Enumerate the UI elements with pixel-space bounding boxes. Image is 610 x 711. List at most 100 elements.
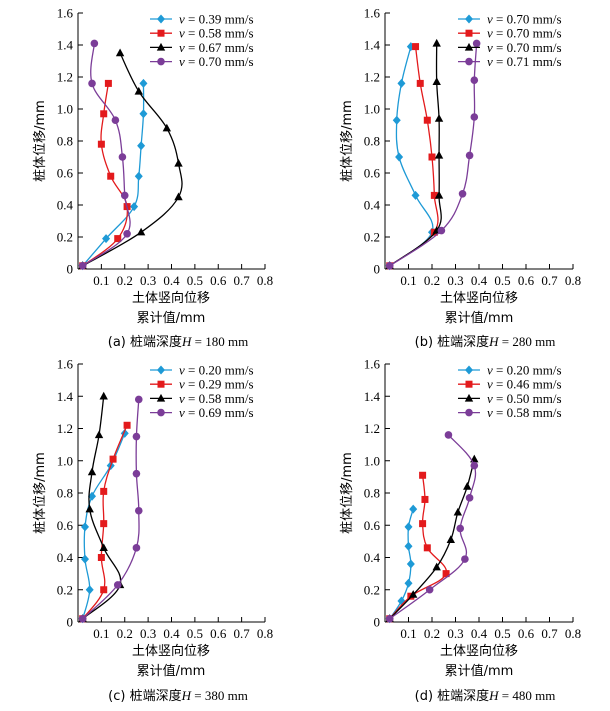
y-tick-label: 1.2 [364, 70, 380, 85]
legend-value: = 0.29 mm/s [185, 377, 254, 392]
y-tick-label: 0.6 [57, 166, 74, 181]
x-axis-title: 土体竖向位移 [132, 290, 210, 306]
legend-variable: v [179, 405, 185, 420]
x-axis-title: 土体竖向位移 [132, 643, 210, 659]
legend-label: v = 0.70 mm/s [487, 26, 562, 41]
data-point [100, 586, 108, 594]
y-tick-label: 0 [67, 262, 74, 277]
x-tick-label: 0.7 [541, 273, 558, 288]
data-point [97, 554, 105, 561]
data-point [421, 495, 429, 503]
legend-label: v = 0.50 mm/s [487, 391, 562, 406]
x-tick-label: 0.3 [140, 273, 156, 288]
y-axis-title: 桩体位移/mm [340, 452, 355, 534]
legend-variable: v [487, 377, 493, 392]
y-tick-label: 0.8 [364, 486, 380, 501]
x-tick-label: 0.2 [424, 626, 440, 641]
caption-value: = 480 mm [499, 688, 556, 703]
data-series [386, 471, 450, 623]
panel-caption: (c) 桩端深度H = 380 mm [108, 688, 248, 704]
data-point [470, 113, 479, 121]
x-tick-label: 0.8 [257, 273, 273, 288]
data-point [132, 432, 141, 441]
data-point [162, 123, 172, 132]
legend-label: v = 0.67 mm/s [179, 40, 254, 55]
data-series [79, 421, 131, 623]
y-tick-label: 0.6 [364, 518, 381, 533]
legend-value: = 0.70 mm/s [493, 40, 562, 55]
caption-value: = 280 mm [499, 334, 556, 349]
legend-label: v = 0.39 mm/s [179, 12, 254, 27]
y-tick-label: 1.4 [57, 38, 74, 53]
x-tick-label: 0.4 [163, 626, 180, 641]
data-point [123, 421, 131, 429]
legend-label: v = 0.70 mm/s [487, 40, 562, 55]
data-point [432, 38, 441, 47]
data-point [470, 454, 479, 463]
data-point [102, 234, 111, 244]
data-point [428, 153, 436, 161]
data-point [104, 79, 112, 87]
data-point [404, 541, 413, 551]
y-tick-label: 1.0 [57, 453, 73, 468]
legend-label: v = 0.58 mm/s [487, 405, 562, 420]
data-point [99, 543, 108, 552]
x-tick-label: 0.8 [565, 626, 581, 641]
data-series [385, 39, 481, 270]
legend-marker [464, 42, 474, 51]
x-tick-label: 0.7 [234, 626, 251, 641]
data-point [446, 535, 455, 543]
panel-caption: (a) 桩端深度H = 180 mm [108, 334, 248, 350]
y-tick-label: 0.2 [57, 230, 73, 245]
y-tick-label: 1.2 [57, 70, 73, 85]
x-tick-label: 0.4 [471, 273, 488, 288]
data-point [114, 235, 122, 243]
data-point [416, 79, 424, 87]
legend-value: = 0.67 mm/s [185, 40, 254, 55]
x-tick-label: 0.8 [565, 273, 581, 288]
caption-prefix: (b) 桩端深度 [415, 334, 490, 350]
legend-variable: v [487, 391, 493, 406]
data-point [88, 79, 96, 88]
chart-panel: 0 0.2 0.4 0.6 0.8 1.0 1.2 1.4 1.6 0.1 0.2 0.3 0.4 0.5… [340, 357, 581, 705]
data-point [463, 482, 472, 490]
caption-variable: H [181, 334, 192, 349]
caption-prefix: (a) 桩端深度 [108, 334, 182, 350]
data-point [78, 614, 87, 623]
data-point [132, 469, 141, 478]
data-point [81, 554, 90, 564]
data-point [118, 153, 127, 161]
caption-variable: H [488, 334, 499, 349]
y-axis-title: 桩体位移/mm [33, 452, 48, 534]
data-point [130, 202, 139, 212]
x-axis-title-unit: 累计值/mm [137, 310, 206, 326]
data-point [409, 590, 418, 598]
legend-value: = 0.70 mm/s [493, 12, 562, 27]
x-axis-title-unit: 累计值/mm [445, 663, 514, 679]
x-tick-label: 0.2 [424, 273, 440, 288]
legend-marker [157, 408, 165, 417]
data-point [444, 431, 453, 439]
legend-value: = 0.58 mm/s [185, 26, 254, 41]
legend-variable: v [487, 363, 493, 378]
x-tick-label: 0.3 [140, 626, 156, 641]
y-axis-title: 桩体位移/mm [33, 100, 48, 182]
legend-variable: v [487, 405, 493, 420]
chart-panel: 0 0.2 0.4 0.6 0.8 1.0 1.2 1.4 1.6 0.1 0.2 0.3 0.4 0.5… [33, 6, 273, 351]
data-point [385, 262, 394, 270]
caption-prefix: (c) 桩端深度 [108, 688, 181, 704]
data-point [470, 76, 479, 84]
x-tick-label: 0.6 [210, 626, 227, 641]
data-point [134, 86, 143, 95]
x-tick-label: 0.6 [210, 273, 227, 288]
series-line [389, 458, 475, 620]
x-tick-label: 0.6 [518, 273, 535, 288]
panel-caption: (d) 桩端深度H = 480 mm [415, 688, 556, 704]
x-tick-label: 0.5 [494, 273, 510, 288]
data-point [437, 226, 446, 235]
data-point [461, 555, 469, 563]
data-point [442, 570, 450, 578]
x-tick-label: 0.2 [117, 273, 133, 288]
data-point [458, 190, 467, 198]
y-tick-label: 1.4 [364, 38, 381, 53]
